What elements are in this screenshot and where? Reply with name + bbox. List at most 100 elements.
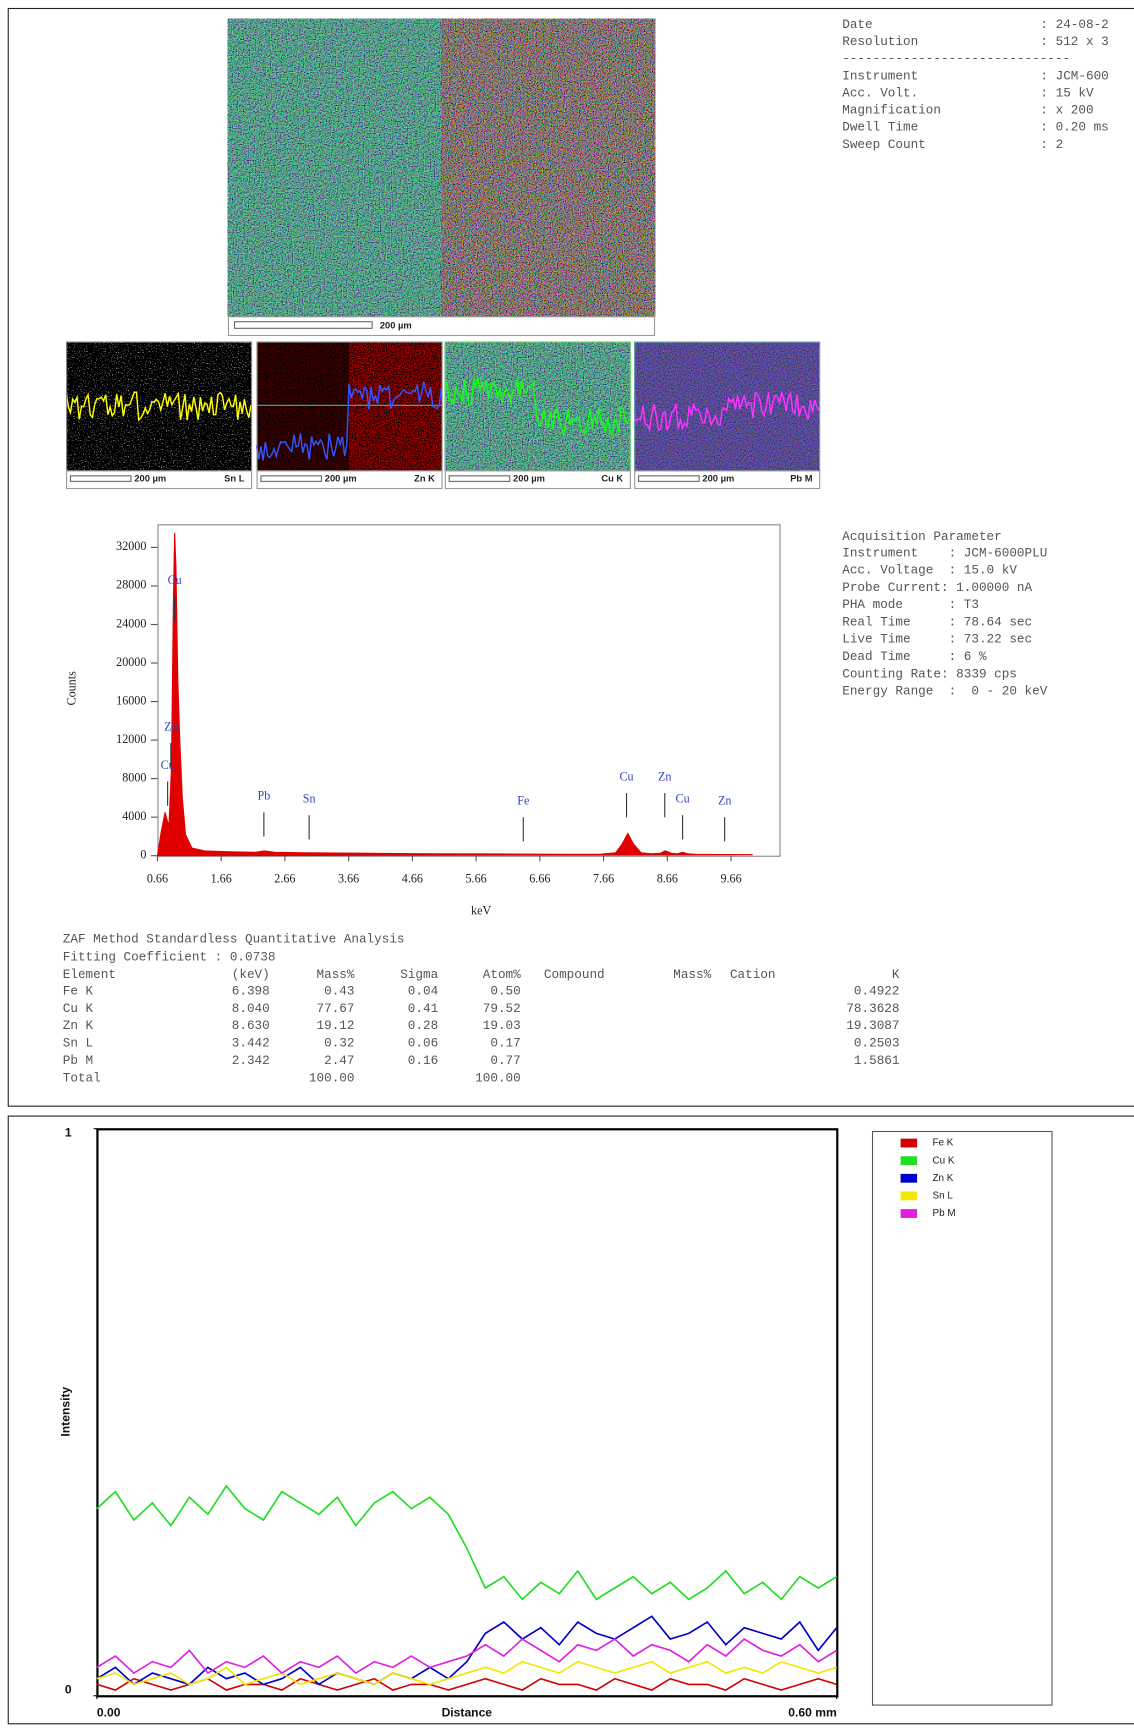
table-cell: 6.398 bbox=[232, 983, 270, 998]
param-line: Acc. Voltage : 15.0 kV bbox=[842, 563, 1017, 578]
x-axis-label: Distance bbox=[442, 1706, 493, 1720]
y-tick-label: 32000 bbox=[116, 539, 146, 553]
map-image bbox=[441, 18, 656, 317]
scale-label: 200 µm bbox=[134, 474, 166, 484]
y-tick-label: 1 bbox=[65, 1125, 72, 1139]
x-tick-label: 0.00 bbox=[97, 1706, 121, 1720]
y-tick-label: 0 bbox=[140, 847, 146, 861]
info-value: : 24-08-2 bbox=[1040, 17, 1108, 32]
table-cell: 0.2503 bbox=[854, 1036, 900, 1051]
table-cell: 0.17 bbox=[490, 1036, 520, 1051]
x-tick-label: 5.66 bbox=[466, 872, 487, 886]
profile-line bbox=[96, 1660, 837, 1686]
table-header: Mass% bbox=[673, 967, 711, 982]
map-trace bbox=[444, 377, 631, 438]
info-label: Sweep Count bbox=[842, 137, 926, 152]
x-axis-label: keV bbox=[471, 904, 491, 918]
table-cell: 8.630 bbox=[232, 1018, 270, 1033]
x-tick-label: 9.66 bbox=[720, 872, 741, 886]
peak-label: Zn bbox=[164, 719, 177, 733]
scale-label: 200 µm bbox=[513, 474, 545, 484]
legend-box bbox=[871, 1130, 1053, 1706]
table-cell: 2.47 bbox=[324, 1053, 354, 1068]
table-cell: Pb M bbox=[63, 1053, 93, 1068]
table-cell: 77.67 bbox=[317, 1001, 355, 1016]
table-cell: 19.12 bbox=[317, 1018, 355, 1033]
info-value: : x 200 bbox=[1040, 103, 1093, 118]
table-header: Cation bbox=[730, 967, 776, 982]
table-cell: 0.06 bbox=[408, 1036, 438, 1051]
table-header: Atom% bbox=[483, 967, 521, 982]
table-cell: 0.41 bbox=[408, 1001, 438, 1016]
separator: ------------------------------ bbox=[842, 51, 1070, 66]
info-value: : 2 bbox=[1040, 137, 1063, 152]
table-cell: Sn L bbox=[63, 1036, 93, 1051]
table-cell: 0.4922 bbox=[854, 983, 900, 998]
profile-line bbox=[96, 1615, 838, 1686]
scale-label: 200 µm bbox=[702, 474, 734, 484]
info-value: : 0.20 ms bbox=[1040, 120, 1108, 135]
table-cell: 0.16 bbox=[408, 1053, 438, 1068]
info-label: Resolution bbox=[842, 34, 918, 49]
table-cell: 3.442 bbox=[232, 1036, 270, 1051]
plot-frame bbox=[157, 524, 781, 857]
scale-label: 200 µm bbox=[325, 474, 357, 484]
table-cell: 19.3087 bbox=[846, 1018, 899, 1033]
table-header: (keV) bbox=[232, 967, 270, 982]
table-title: ZAF Method Standardless Quantitative Ana… bbox=[63, 932, 405, 947]
table-cell: 0.77 bbox=[490, 1053, 520, 1068]
table-header: Element bbox=[63, 967, 116, 982]
info-value: : 15 kV bbox=[1040, 86, 1094, 101]
x-tick-label: 6.66 bbox=[529, 872, 550, 886]
scale-bar bbox=[233, 321, 373, 329]
peak-label: Cu bbox=[168, 573, 182, 587]
scale-bar bbox=[638, 475, 700, 482]
info-value: : 512 x 3 bbox=[1040, 34, 1108, 49]
info-label: Acc. Volt. bbox=[842, 86, 918, 101]
element-maps: 200 µm Sn L 200 µm Zn K 200 µm Cu K 200 µm Pb M bbox=[65, 341, 821, 490]
x-tick-label: 0.60 mm bbox=[788, 1706, 837, 1720]
param-line: Real Time : 78.64 sec bbox=[842, 614, 1032, 629]
peak-label: Cu bbox=[161, 758, 175, 772]
map-element: Cu K bbox=[601, 474, 623, 484]
legend-label: Zn K bbox=[933, 1173, 954, 1184]
x-tick-label: 4.66 bbox=[402, 872, 423, 886]
scale-bar bbox=[69, 475, 132, 482]
table-cell: 0.43 bbox=[324, 983, 354, 998]
peak-label: Pb bbox=[257, 789, 270, 803]
x-tick-label: 7.66 bbox=[593, 872, 614, 886]
param-line: Counting Rate: 8339 cps bbox=[842, 666, 1017, 681]
table-header: Sigma bbox=[400, 967, 438, 982]
y-tick-label: 16000 bbox=[116, 693, 146, 707]
map-trace bbox=[65, 391, 252, 422]
map-image bbox=[444, 341, 630, 471]
map-element: Zn K bbox=[414, 474, 435, 484]
x-tick-label: 1.66 bbox=[211, 872, 232, 886]
map-element: Sn L bbox=[224, 474, 245, 484]
text-blocks: Date: 24-08-2 Resolution: 512 x 3 --------… bbox=[63, 17, 1109, 1086]
x-tick-label: 2.66 bbox=[274, 872, 295, 886]
table-header: Mass% bbox=[317, 967, 355, 982]
info-label: Instrument bbox=[842, 69, 918, 84]
table-cell: Cu K bbox=[63, 1001, 94, 1016]
y-tick-label: 4000 bbox=[122, 809, 146, 823]
param-line: Dead Time : 6 % bbox=[842, 649, 987, 664]
map-trace bbox=[633, 390, 820, 433]
legend-label: Sn L bbox=[933, 1191, 954, 1202]
map-image bbox=[634, 341, 820, 471]
table-cell: 0.50 bbox=[490, 983, 520, 998]
table-cell: 2.342 bbox=[232, 1053, 270, 1068]
map-trace bbox=[255, 381, 443, 461]
table-cell: Zn K bbox=[63, 1018, 94, 1033]
info-label: Magnification bbox=[842, 103, 941, 118]
legend-label: Cu K bbox=[933, 1155, 955, 1166]
peak-label: Zn bbox=[718, 794, 731, 808]
peak-label: Zn bbox=[658, 769, 671, 783]
table-cell: 8.040 bbox=[232, 1001, 270, 1016]
y-axis-label: Counts bbox=[64, 671, 78, 706]
map-image bbox=[227, 18, 442, 317]
plot-frame bbox=[96, 1128, 839, 1698]
table-header: Compound bbox=[544, 967, 605, 982]
table-cell: 79.52 bbox=[483, 1001, 521, 1016]
